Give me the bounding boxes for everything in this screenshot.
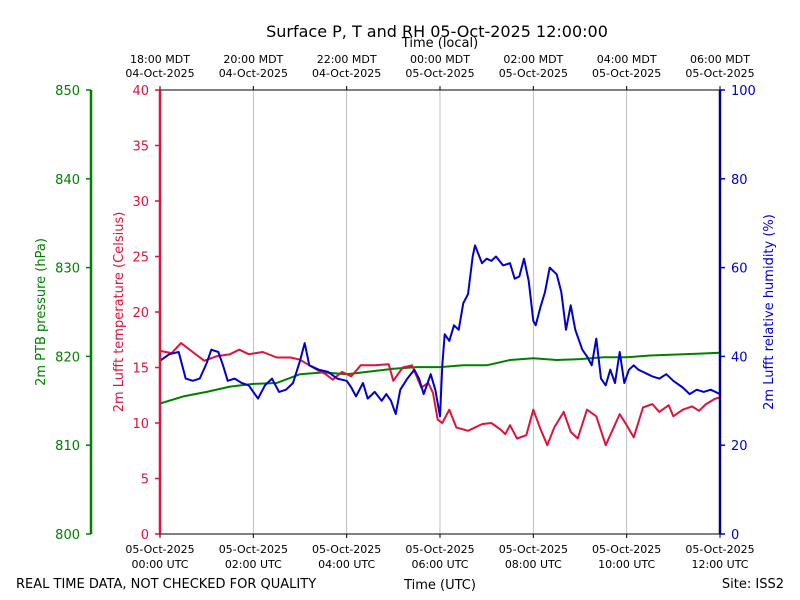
temperature-series-line [159, 342, 721, 447]
pressure-tick-label: 850 [55, 84, 80, 99]
pressure-axis-label: 2m PTB pressure (hPa) [34, 238, 49, 386]
quality-disclaimer: REAL TIME DATA, NOT CHECKED FOR QUALITY [16, 577, 316, 592]
bottom-tick-date: 05-Oct-2025 [219, 543, 288, 556]
humidity-axis-label: 2m Lufft relative humidity (%) [762, 214, 777, 410]
temperature-axis-label: 2m Lufft temperature (Celsius) [112, 212, 127, 413]
temperature-tick-label: 0 [141, 528, 149, 543]
humidity-series-line [159, 244, 721, 418]
top-tick-time: 20:00 MDT [223, 53, 283, 66]
top-tick-time: 04:00 MDT [597, 53, 657, 66]
top-tick-date: 05-Oct-2025 [592, 67, 661, 80]
humidity-tick-label: 80 [731, 173, 748, 188]
chart-title: Surface P, T and RH 05-Oct-2025 12:00:00 [266, 22, 608, 41]
series-lines [159, 244, 721, 447]
bottom-tick-date: 05-Oct-2025 [499, 543, 568, 556]
bottom-tick-date: 05-Oct-2025 [405, 543, 474, 556]
pressure-series-line [159, 351, 721, 405]
temperature-tick-label: 15 [132, 362, 149, 377]
top-tick-date: 04-Oct-2025 [312, 67, 381, 80]
pressure-tick-label: 840 [55, 173, 80, 188]
top-axis-label: Time (local) [401, 36, 478, 51]
bottom-tick-date: 05-Oct-2025 [685, 543, 754, 556]
bottom-time-axis: 05-Oct-2025 00:00 UTC 05-Oct-2025 02:00 UTC… [125, 534, 755, 571]
pressure-tick-label: 820 [55, 350, 80, 365]
temperature-tick-label: 20 [132, 306, 149, 321]
bottom-axis-label: Time (UTC) [403, 578, 476, 593]
pressure-tick-label: 810 [55, 439, 80, 454]
temperature-axis: 0 5 10 15 20 25 30 35 40 [132, 84, 160, 543]
bottom-tick-time: 08:00 UTC [505, 558, 562, 571]
top-tick-time: 18:00 MDT [130, 53, 190, 66]
top-tick-date: 05-Oct-2025 [499, 67, 568, 80]
top-tick-time: 00:00 MDT [410, 53, 470, 66]
top-tick-time: 02:00 MDT [503, 53, 563, 66]
temperature-tick-label: 30 [132, 195, 149, 210]
bottom-tick-time: 10:00 UTC [598, 558, 655, 571]
top-tick-time: 06:00 MDT [690, 53, 750, 66]
temperature-tick-label: 25 [132, 251, 149, 266]
humidity-tick-label: 100 [731, 84, 756, 99]
humidity-tick-label: 40 [731, 350, 748, 365]
humidity-axis: 0 20 40 60 80 100 [720, 84, 756, 543]
bottom-tick-time: 04:00 UTC [318, 558, 375, 571]
bottom-tick-time: 06:00 UTC [411, 558, 468, 571]
temperature-tick-label: 40 [132, 84, 149, 99]
humidity-tick-label: 60 [731, 262, 748, 277]
pressure-tick-label: 830 [55, 262, 80, 277]
site-label: Site: ISS2 [722, 577, 784, 592]
bottom-tick-date: 05-Oct-2025 [312, 543, 381, 556]
top-tick-time: 22:00 MDT [317, 53, 377, 66]
top-tick-date: 05-Oct-2025 [685, 67, 754, 80]
temperature-tick-label: 10 [132, 417, 149, 432]
bottom-tick-time: 12:00 UTC [691, 558, 748, 571]
humidity-tick-label: 20 [731, 439, 748, 454]
bottom-tick-time: 02:00 UTC [225, 558, 282, 571]
top-tick-date: 04-Oct-2025 [125, 67, 194, 80]
temperature-tick-label: 35 [132, 140, 149, 155]
humidity-tick-label: 0 [731, 528, 739, 543]
bottom-tick-time: 00:00 UTC [131, 558, 188, 571]
bottom-tick-date: 05-Oct-2025 [125, 543, 194, 556]
top-tick-date: 05-Oct-2025 [405, 67, 474, 80]
top-tick-date: 04-Oct-2025 [219, 67, 288, 80]
bottom-tick-date: 05-Oct-2025 [592, 543, 661, 556]
pressure-tick-label: 800 [55, 528, 80, 543]
pressure-axis: 800 810 820 830 840 850 [55, 84, 91, 543]
temperature-tick-label: 5 [141, 473, 149, 488]
vertical-gridlines [252, 90, 628, 534]
